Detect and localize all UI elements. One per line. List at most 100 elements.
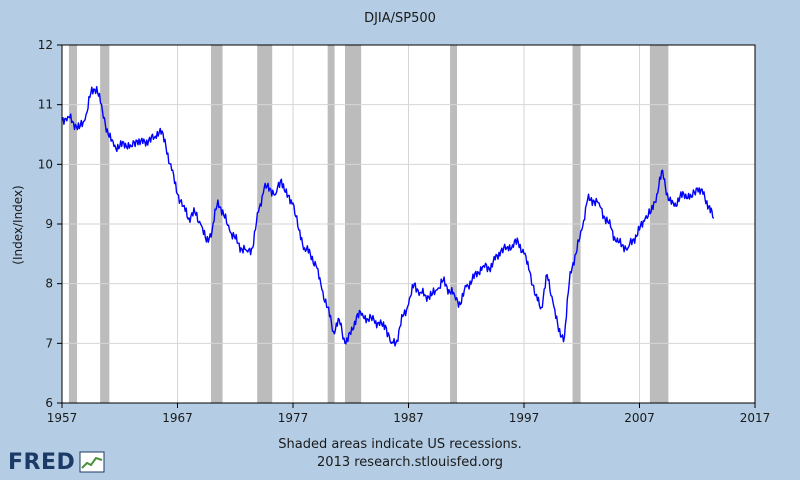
data-point <box>171 169 173 171</box>
data-point <box>627 247 629 249</box>
x-tick-label: 1997 <box>509 411 540 425</box>
data-point <box>176 193 179 195</box>
data-point <box>465 286 467 288</box>
data-point <box>315 265 317 267</box>
data-point <box>679 196 681 198</box>
data-point <box>130 145 132 148</box>
data-point <box>286 196 288 198</box>
data-point <box>488 268 490 270</box>
data-point <box>650 211 652 213</box>
data-point <box>119 145 121 148</box>
data-point <box>448 289 450 291</box>
data-point <box>523 253 525 255</box>
data-point <box>379 324 381 327</box>
data-point <box>696 187 698 189</box>
data-point <box>344 342 346 344</box>
data-point <box>298 229 300 231</box>
data-point <box>246 250 248 252</box>
data-point <box>482 265 485 267</box>
data-point <box>540 306 542 309</box>
source-note: 2013 research.stlouisfed.org <box>317 455 503 470</box>
chart-title: DJIA/SP500 <box>364 11 436 26</box>
series-layer <box>61 86 715 347</box>
data-point <box>685 193 687 195</box>
data-point <box>211 229 213 231</box>
data-point <box>604 217 606 219</box>
data-point <box>280 178 283 180</box>
data-point <box>500 250 502 252</box>
data-point <box>702 193 704 195</box>
data-point <box>78 127 80 130</box>
data-point <box>275 193 277 195</box>
data-point <box>390 342 392 344</box>
fred-chart-icon <box>79 451 105 473</box>
data-point <box>477 271 479 273</box>
data-point <box>511 244 514 246</box>
data-point <box>621 244 623 246</box>
data-point <box>194 211 196 213</box>
data-point <box>228 229 231 231</box>
data-point <box>644 217 646 219</box>
data-point <box>569 271 571 273</box>
data-point <box>148 139 150 142</box>
data-point <box>240 247 242 249</box>
data-point <box>153 136 155 139</box>
data-point <box>402 315 404 318</box>
data-point <box>494 259 496 261</box>
x-tick-label: 1967 <box>162 411 193 425</box>
data-point <box>101 110 104 112</box>
data-point <box>309 253 311 255</box>
data-point <box>656 193 658 195</box>
data-point <box>471 280 473 282</box>
data-point <box>667 199 669 201</box>
data-point <box>136 139 138 142</box>
data-point <box>442 280 444 282</box>
y-tick-label: 10 <box>38 157 53 171</box>
data-point <box>355 315 358 318</box>
data-point <box>425 295 427 297</box>
data-point <box>303 247 306 249</box>
data-point <box>431 295 433 297</box>
y-tick-label: 11 <box>38 98 53 112</box>
data-point <box>217 199 219 201</box>
recession-note: Shaded areas indicate US recessions. <box>278 437 522 452</box>
data-point <box>96 86 98 88</box>
data-point <box>384 324 386 327</box>
data-point <box>373 318 375 321</box>
data-point <box>367 318 369 321</box>
y-tick-label: 9 <box>45 217 53 231</box>
data-point <box>517 241 519 243</box>
data-point <box>90 92 92 94</box>
x-tick-label: 2007 <box>624 411 655 425</box>
data-point <box>361 312 363 315</box>
series-line <box>61 86 714 347</box>
data-point <box>107 133 109 136</box>
data-point <box>182 205 184 207</box>
y-tick-label: 8 <box>45 277 53 291</box>
x-tick-label: 1957 <box>47 411 78 425</box>
data-point <box>534 295 537 297</box>
data-point <box>407 303 410 306</box>
data-point <box>454 295 456 297</box>
data-point <box>142 142 144 145</box>
x-tick-label: 1987 <box>393 411 424 425</box>
y-tick-label: 6 <box>45 396 53 410</box>
y-tick-label: 7 <box>45 336 53 350</box>
data-point <box>84 118 86 121</box>
data-point <box>638 229 641 231</box>
data-point <box>165 145 167 148</box>
data-point <box>413 283 415 285</box>
data-point <box>263 187 265 189</box>
data-point <box>558 330 560 332</box>
y-axis-ticks: 6 7 8 9 10 11 12 <box>38 38 62 410</box>
data-point <box>529 271 531 273</box>
data-point <box>251 247 254 249</box>
data-point <box>72 121 75 124</box>
data-point <box>690 196 693 198</box>
data-point <box>396 339 398 341</box>
data-point <box>350 333 352 335</box>
data-point <box>205 241 207 243</box>
data-point <box>332 330 335 332</box>
data-point <box>113 145 115 148</box>
